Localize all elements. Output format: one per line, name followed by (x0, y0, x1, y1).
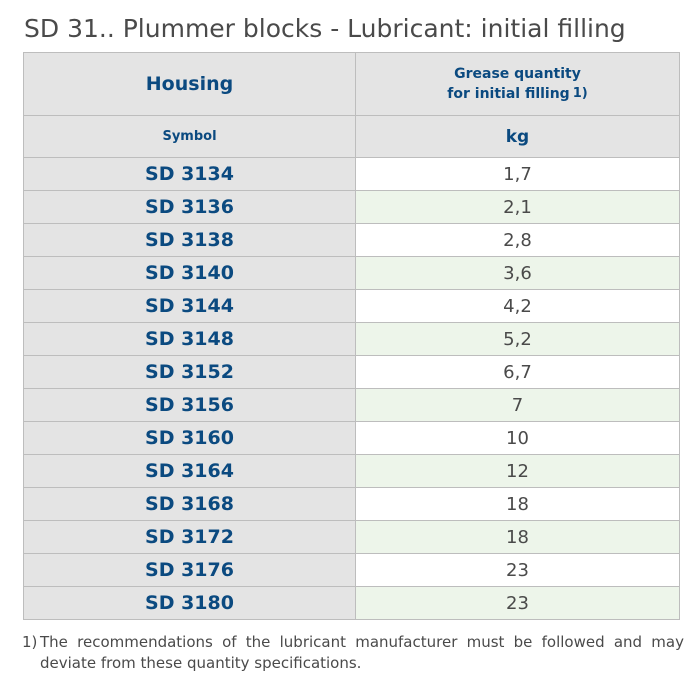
housing-symbol-cell: SD 3160 (23, 421, 356, 455)
grease-quantity-cell: 2,1 (355, 190, 680, 224)
footnote-reference: 1) (572, 85, 588, 101)
grease-quantity-cell: 3,6 (355, 256, 680, 290)
table-row: SD 3160 10 (23, 421, 680, 455)
symbol-subheader: Symbol (23, 115, 356, 158)
table-row: SD 3134 1,7 (23, 157, 680, 191)
page-title: SD 31.. Plummer blocks - Lubricant: init… (24, 14, 626, 43)
housing-symbol-cell: SD 3152 (23, 355, 356, 389)
table-body: SD 3134 1,7 SD 3136 2,1 SD 3138 2,8 SD 3140 3,6… (23, 157, 680, 620)
housing-symbol-cell: SD 3140 (23, 256, 356, 290)
housing-symbol-cell: SD 3136 (23, 190, 356, 224)
footnote: 1) The recommendations of the lubricant … (22, 632, 684, 674)
grease-quantity-cell: 18 (355, 520, 680, 554)
table-row: SD 3140 3,6 (23, 256, 680, 290)
table-row: SD 3144 4,2 (23, 289, 680, 323)
footnote-mark: 1) (22, 633, 38, 651)
table-row: SD 3164 12 (23, 454, 680, 488)
table-row: SD 3152 6,7 (23, 355, 680, 389)
grease-quantity-cell: 6,7 (355, 355, 680, 389)
housing-symbol-cell: SD 3156 (23, 388, 356, 422)
housing-symbol-cell: SD 3180 (23, 586, 356, 620)
grease-quantity-cell: 23 (355, 553, 680, 587)
housing-symbol-cell: SD 3176 (23, 553, 356, 587)
grease-quantity-cell: 4,2 (355, 289, 680, 323)
grease-quantity-cell: 18 (355, 487, 680, 521)
unit-subheader: kg (355, 115, 680, 158)
housing-symbol-cell: SD 3134 (23, 157, 356, 191)
grease-quantity-cell: 7 (355, 388, 680, 422)
table-row: SD 3172 18 (23, 520, 680, 554)
grease-header-line-1: Grease quantity (454, 65, 581, 82)
table-subheader-row: Symbol kg (23, 115, 680, 158)
grease-quantity-column-header: Grease quantity for initial filling 1) (355, 52, 680, 116)
table-row: SD 3138 2,8 (23, 223, 680, 257)
grease-quantity-cell: 10 (355, 421, 680, 455)
housing-symbol-cell: SD 3138 (23, 223, 356, 257)
housing-symbol-cell: SD 3168 (23, 487, 356, 521)
table-row: SD 3176 23 (23, 553, 680, 587)
grease-quantity-cell: 12 (355, 454, 680, 488)
grease-quantity-cell: 23 (355, 586, 680, 620)
housing-symbol-cell: SD 3164 (23, 454, 356, 488)
footnote-text: The recommendations of the lubricant man… (40, 633, 684, 672)
grease-quantity-cell: 5,2 (355, 322, 680, 356)
table-row: SD 3136 2,1 (23, 190, 680, 224)
lubricant-table: Housing Grease quantity for initial fill… (23, 52, 680, 620)
housing-symbol-cell: SD 3144 (23, 289, 356, 323)
housing-symbol-cell: SD 3148 (23, 322, 356, 356)
grease-quantity-cell: 2,8 (355, 223, 680, 257)
table-row: SD 3168 18 (23, 487, 680, 521)
housing-column-header: Housing (23, 52, 356, 116)
table-row: SD 3156 7 (23, 388, 680, 422)
housing-symbol-cell: SD 3172 (23, 520, 356, 554)
grease-header-line-2: for initial filling (447, 85, 570, 102)
table-row: SD 3180 23 (23, 586, 680, 620)
grease-quantity-cell: 1,7 (355, 157, 680, 191)
table-row: SD 3148 5,2 (23, 322, 680, 356)
table-header-row: Housing Grease quantity for initial fill… (23, 52, 680, 116)
